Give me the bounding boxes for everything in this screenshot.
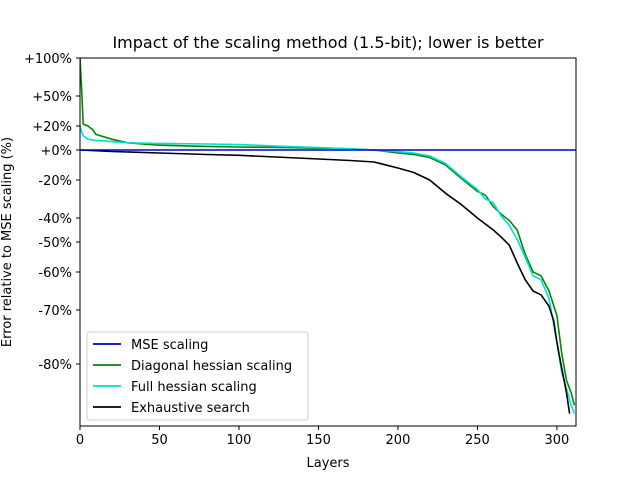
y-tick-label: -50% — [38, 236, 72, 251]
x-axis-label: Layers — [306, 456, 349, 471]
x-tick-label: 200 — [386, 433, 411, 448]
legend-label: MSE scaling — [131, 338, 208, 353]
x-tick-label: 250 — [465, 433, 490, 448]
y-tick-label: +0% — [40, 144, 72, 159]
legend-label: Diagonal hessian scaling — [131, 359, 292, 374]
series-line-exhaustive-search — [80, 149, 571, 414]
plot-frame — [79, 57, 577, 427]
y-tick-label: +50% — [32, 90, 72, 105]
x-tick-label: 300 — [545, 433, 570, 448]
y-tick-label: -80% — [38, 358, 72, 373]
legend-label: Full hessian scaling — [131, 380, 257, 395]
y-tick-label: -20% — [38, 174, 72, 189]
legend-box — [86, 331, 309, 421]
legend-label: Exhaustive search — [131, 401, 250, 416]
chart-title: Impact of the scaling method (1.5-bit); … — [112, 33, 544, 52]
series-line-full-hessian-scaling — [80, 125, 576, 414]
y-tick-label: -60% — [38, 266, 72, 281]
x-tick-label: 50 — [151, 433, 168, 448]
y-tick-label: +100% — [24, 52, 72, 67]
series-line-diagonal-hessian-scaling — [80, 58, 576, 406]
y-tick-label: +20% — [32, 120, 72, 135]
x-tick-label: 150 — [306, 433, 331, 448]
axis-ticks: 0 50 100 150 200 250 300 +100% +50% +20% +0% -20% -4… — [24, 52, 569, 448]
x-tick-label: 0 — [76, 433, 84, 448]
y-tick-label: -40% — [38, 212, 72, 227]
x-tick-label: 100 — [227, 433, 252, 448]
y-axis-label: Error relative to MSE scaling (%) — [0, 137, 15, 347]
y-tick-label: -70% — [38, 304, 72, 319]
legend: MSE scaling Diagonal hessian scaling Full … — [86, 331, 309, 421]
plot-lines — [80, 58, 576, 414]
